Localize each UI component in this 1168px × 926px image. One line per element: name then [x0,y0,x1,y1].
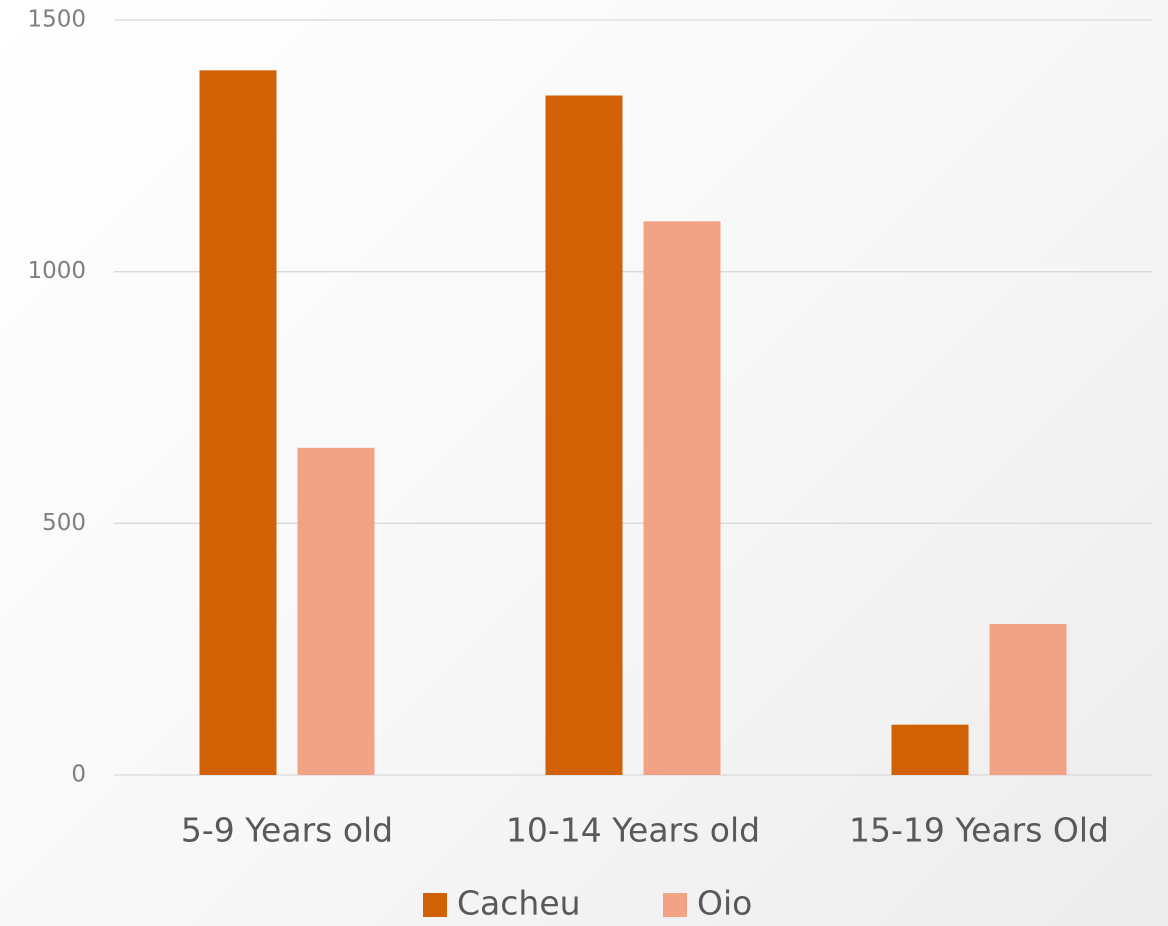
legend-swatch [663,893,687,917]
legend-swatch [423,893,447,917]
legend-label: Oio [697,884,752,923]
bar [297,447,375,775]
y-tick-label: 1000 [27,258,86,284]
y-tick-label: 500 [42,510,86,536]
bar [891,724,969,775]
x-tick-label: 10-14 Years old [506,811,760,850]
bar [643,221,721,776]
bar [545,95,623,775]
legend-label: Cacheu [457,884,581,923]
x-tick-label: 15-19 Years Old [849,811,1109,850]
y-tick-label: 1500 [27,7,86,33]
bar [199,70,277,776]
x-tick-label: 5-9 Years old [181,811,393,850]
bar [989,624,1067,775]
y-tick-label: 0 [71,762,86,788]
